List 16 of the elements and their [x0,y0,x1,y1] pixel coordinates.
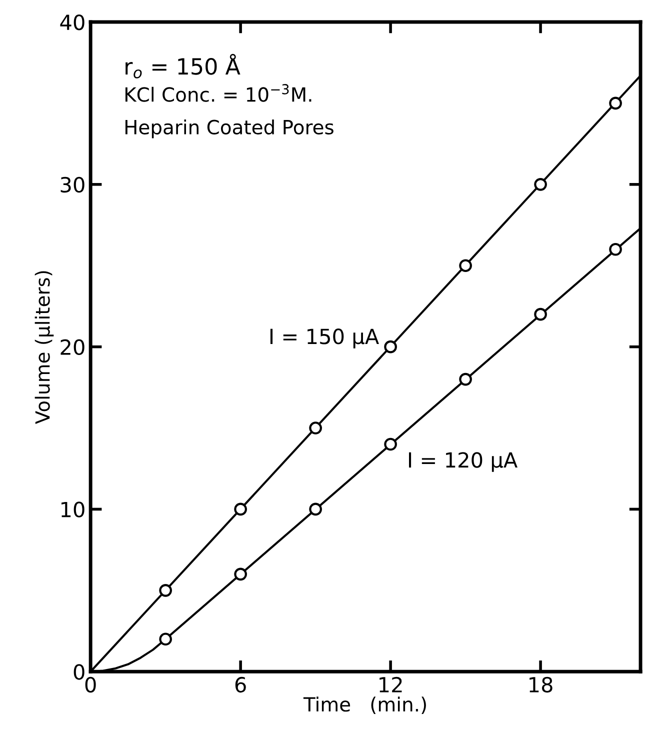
y-tick-label: 20 [60,339,84,356]
y-axis-title: Volume (μliters) [34,271,54,424]
x-tick-label: 0 [85,676,96,693]
y-tick-label: 10 [61,502,84,518]
x-tick-label: 6 [235,676,246,693]
series-label: I = 150 μA [270,328,379,348]
annotation: r$_{o}$ = 150 Å [126,54,240,78]
y-tick-label: 30 [60,176,84,193]
y-tick-label: 0 [74,664,84,680]
y-tick-label: 40 [60,14,84,30]
x-axis-title: Time (min.) [303,696,426,714]
annotation: Heparin Coated Pores [125,119,334,138]
x-tick-label: 18 [530,676,552,693]
annotation: KCl Conc. = 10$^{−3}$M. [125,84,312,102]
x-tick-label: 12 [380,676,402,692]
series-label: I = 120 μA [408,452,518,472]
